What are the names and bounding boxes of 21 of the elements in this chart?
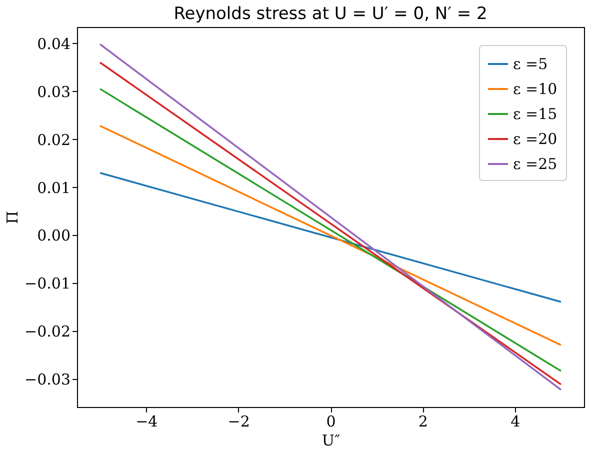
legend-label: ε =10 (513, 80, 558, 98)
x-tick-label: −2 (228, 412, 250, 430)
y-tick-label: 0.02 (37, 130, 70, 149)
y-axis-title: Π (4, 210, 22, 224)
y-tick-label: −0.02 (24, 322, 70, 341)
x-tick-label: 0 (326, 412, 336, 430)
y-tick-label: 0.03 (37, 82, 70, 101)
x-axis-title: U″ (322, 432, 341, 450)
y-tick-label: −0.03 (24, 370, 70, 389)
x-tick-label: 4 (510, 412, 520, 430)
legend-label: ε =15 (513, 105, 558, 123)
y-tick-label: 0.01 (37, 178, 70, 197)
x-tick-label: −4 (136, 412, 158, 430)
y-tick-label: −0.01 (24, 274, 70, 293)
legend-label: ε =20 (513, 130, 558, 148)
y-tick-label: 0.04 (37, 34, 70, 53)
legend-label: ε =5 (513, 55, 548, 73)
chart-title: Reynolds stress at U = U′ = 0, N′ = 2 (174, 4, 488, 24)
y-tick-label: 0.00 (37, 226, 70, 245)
x-tick-label: 2 (418, 412, 428, 430)
legend-label: ε =25 (513, 155, 558, 173)
